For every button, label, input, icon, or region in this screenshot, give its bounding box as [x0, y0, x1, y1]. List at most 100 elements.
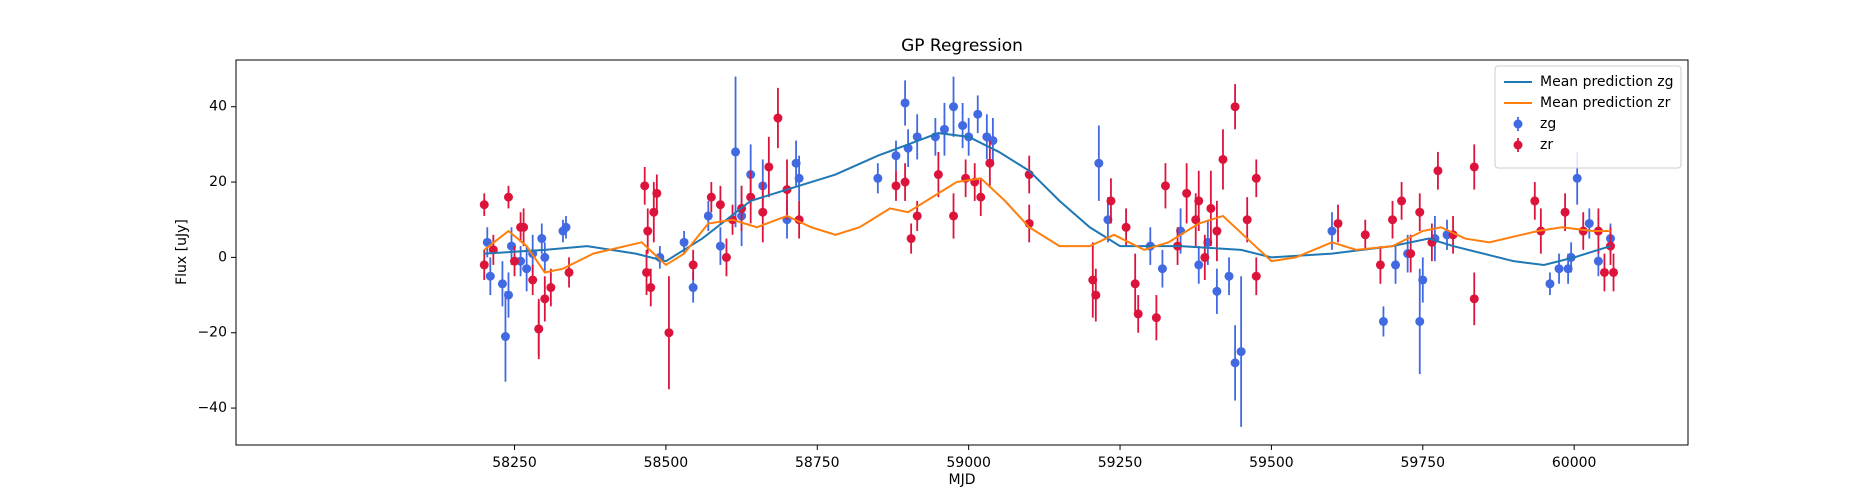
data-point: [522, 264, 532, 274]
data-point: [561, 222, 571, 232]
data-point: [1212, 286, 1222, 296]
y-tick-label: −40: [197, 400, 227, 416]
data-point: [715, 241, 725, 251]
data-point: [764, 162, 774, 172]
data-point: [1388, 215, 1398, 225]
data-point: [1206, 203, 1216, 213]
legend-marker: [1513, 119, 1523, 129]
data-point: [503, 290, 513, 300]
data-point: [519, 222, 529, 232]
chart-title: GP Regression: [901, 36, 1023, 56]
data-point: [1130, 279, 1140, 289]
data-point: [985, 158, 995, 168]
data-point: [479, 260, 489, 270]
data-point: [1218, 154, 1228, 164]
x-tick-label: 58750: [795, 455, 840, 471]
data-point: [497, 279, 507, 289]
data-point: [1554, 264, 1564, 274]
data-point: [1236, 347, 1246, 357]
data-point: [1584, 218, 1594, 228]
data-point: [794, 173, 804, 183]
data-point: [1375, 260, 1385, 270]
legend-label: Mean prediction zr: [1540, 95, 1671, 111]
data-point: [688, 283, 698, 293]
legend-label: zg: [1540, 116, 1556, 132]
data-point: [1251, 271, 1261, 281]
data-point: [1121, 222, 1131, 232]
data-point: [912, 211, 922, 221]
data-point: [537, 234, 547, 244]
data-point: [546, 283, 556, 293]
data-point: [503, 192, 513, 202]
plot-area: [479, 76, 1619, 427]
data-point: [958, 121, 968, 131]
data-point: [949, 211, 959, 221]
data-point: [1599, 267, 1609, 277]
data-point: [1545, 279, 1555, 289]
data-point: [1469, 162, 1479, 172]
data-point: [1327, 226, 1337, 236]
data-point: [688, 260, 698, 270]
data-point: [1157, 264, 1167, 274]
data-point: [1418, 275, 1428, 285]
data-point: [664, 328, 674, 338]
data-point: [540, 252, 550, 262]
data-point: [1194, 196, 1204, 206]
data-point: [933, 170, 943, 180]
data-point: [642, 267, 652, 277]
data-point: [1333, 218, 1343, 228]
x-axis-label: MJD: [949, 472, 976, 488]
data-point: [1530, 196, 1540, 206]
data-point: [1160, 181, 1170, 191]
y-tick-label: 0: [218, 249, 227, 265]
data-point: [703, 211, 713, 221]
y-tick-label: 20: [209, 174, 227, 190]
data-point: [1106, 196, 1116, 206]
data-point: [1378, 316, 1388, 326]
data-point: [643, 226, 653, 236]
data-point: [500, 332, 510, 342]
data-point: [1560, 207, 1570, 217]
data-point: [706, 192, 716, 202]
data-point: [973, 109, 983, 119]
data-point: [1242, 215, 1252, 225]
data-point: [1593, 256, 1603, 266]
y-tick-label: 40: [209, 99, 227, 115]
data-point: [721, 252, 731, 262]
data-point: [906, 234, 916, 244]
plot-frame: [235, 59, 1689, 446]
data-point: [1433, 166, 1443, 176]
data-point: [1224, 271, 1234, 281]
x-tick-label: 59250: [1098, 455, 1143, 471]
data-point: [1094, 158, 1104, 168]
x-tick-label: 59500: [1249, 455, 1294, 471]
legend-label: Mean prediction zg: [1540, 74, 1674, 90]
data-point: [1200, 252, 1210, 262]
legend-label: zr: [1540, 137, 1553, 153]
data-point: [564, 267, 574, 277]
data-point: [939, 124, 949, 134]
y-tick-label: −20: [197, 325, 227, 341]
x-tick-label: 58250: [492, 455, 537, 471]
data-point: [715, 200, 725, 210]
data-point: [873, 173, 883, 183]
data-point: [758, 207, 768, 217]
data-point: [900, 98, 910, 108]
x-tick-label: 59750: [1401, 455, 1446, 471]
mean-line: [483, 177, 1611, 274]
data-point: [1360, 230, 1370, 240]
data-point: [528, 275, 538, 285]
x-tick-label: 60000: [1552, 455, 1597, 471]
data-point: [891, 181, 901, 191]
x-tick-label: 58500: [644, 455, 689, 471]
data-point: [1609, 267, 1619, 277]
data-point: [1151, 313, 1161, 323]
data-point: [510, 256, 520, 266]
legend-box: [1494, 65, 1682, 169]
data-point: [1230, 102, 1240, 112]
data-point: [1091, 290, 1101, 300]
data-point: [1469, 294, 1479, 304]
data-point: [1230, 358, 1240, 368]
